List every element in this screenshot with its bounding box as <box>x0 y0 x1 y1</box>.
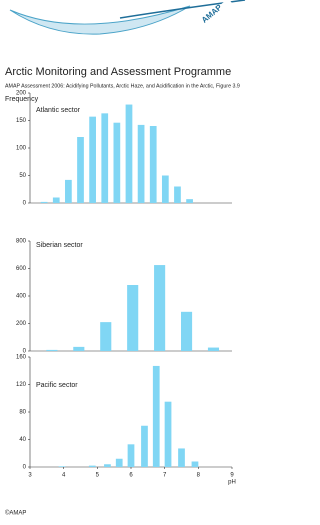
bar <box>154 265 166 351</box>
x-tick-label: 3 <box>28 473 32 479</box>
y-tick-label: 0 <box>23 465 27 471</box>
y-tick-label: 200 <box>16 91 27 97</box>
bar <box>46 349 58 351</box>
logo <box>9 0 246 35</box>
panel-label: Atlantic sector <box>36 107 81 114</box>
y-tick-label: 400 <box>16 294 27 300</box>
panel-label: Pacific sector <box>36 382 78 389</box>
bar <box>191 461 199 467</box>
y-tick-label: 0 <box>23 201 27 207</box>
x-tick-label: 7 <box>163 473 167 479</box>
subtitle: AMAP Assessment 2006: Acidifying Polluta… <box>5 83 240 89</box>
bar <box>149 126 157 203</box>
bar <box>127 285 139 351</box>
bar <box>161 175 169 203</box>
bar <box>88 465 96 467</box>
bar <box>40 201 48 203</box>
y-tick-label: 150 <box>16 118 27 124</box>
x-axis-label: pH <box>228 480 236 486</box>
y-tick-label: 50 <box>19 173 26 179</box>
y-tick-label: 40 <box>19 437 26 443</box>
bar <box>125 104 133 203</box>
bar <box>180 311 193 351</box>
y-tick-label: 100 <box>16 146 27 152</box>
title: Arctic Monitoring and Assessment Program… <box>5 66 231 78</box>
y-tick-label: 800 <box>16 239 27 245</box>
bar <box>52 197 60 203</box>
y-tick-label: 160 <box>16 355 27 361</box>
x-tick-label: 5 <box>96 473 100 479</box>
bar <box>89 116 96 203</box>
x-tick-label: 6 <box>129 473 133 479</box>
y-tick-label: 200 <box>16 321 27 327</box>
x-tick-label: 9 <box>230 473 234 479</box>
bar <box>113 122 121 203</box>
y-tick-label: 120 <box>16 382 27 388</box>
footer: ©AMAP <box>5 510 26 517</box>
bar <box>152 365 160 467</box>
bar <box>137 124 145 203</box>
bar <box>141 425 148 467</box>
bar <box>100 322 112 351</box>
page: AMAP Arctic Monitoring and Assessment Pr… <box>5 0 246 517</box>
bar <box>101 113 109 203</box>
bar <box>127 444 135 467</box>
bar <box>58 466 66 467</box>
bar <box>186 199 193 203</box>
y-axis-label: Frequency <box>5 96 39 103</box>
x-tick-label: 8 <box>197 473 201 479</box>
bar <box>104 464 111 467</box>
x-tick-label: 4 <box>62 473 66 479</box>
y-tick-label: 600 <box>16 266 27 272</box>
y-tick-label: 80 <box>19 410 26 416</box>
bar <box>164 401 172 467</box>
bar <box>65 179 72 203</box>
bar <box>77 137 84 203</box>
y-tick-label: 0 <box>23 349 27 355</box>
bar <box>115 458 123 467</box>
panel-label: Siberian sector <box>36 242 83 249</box>
bar <box>178 448 185 467</box>
bar <box>207 347 220 351</box>
bar <box>73 346 85 351</box>
bar <box>174 186 181 203</box>
